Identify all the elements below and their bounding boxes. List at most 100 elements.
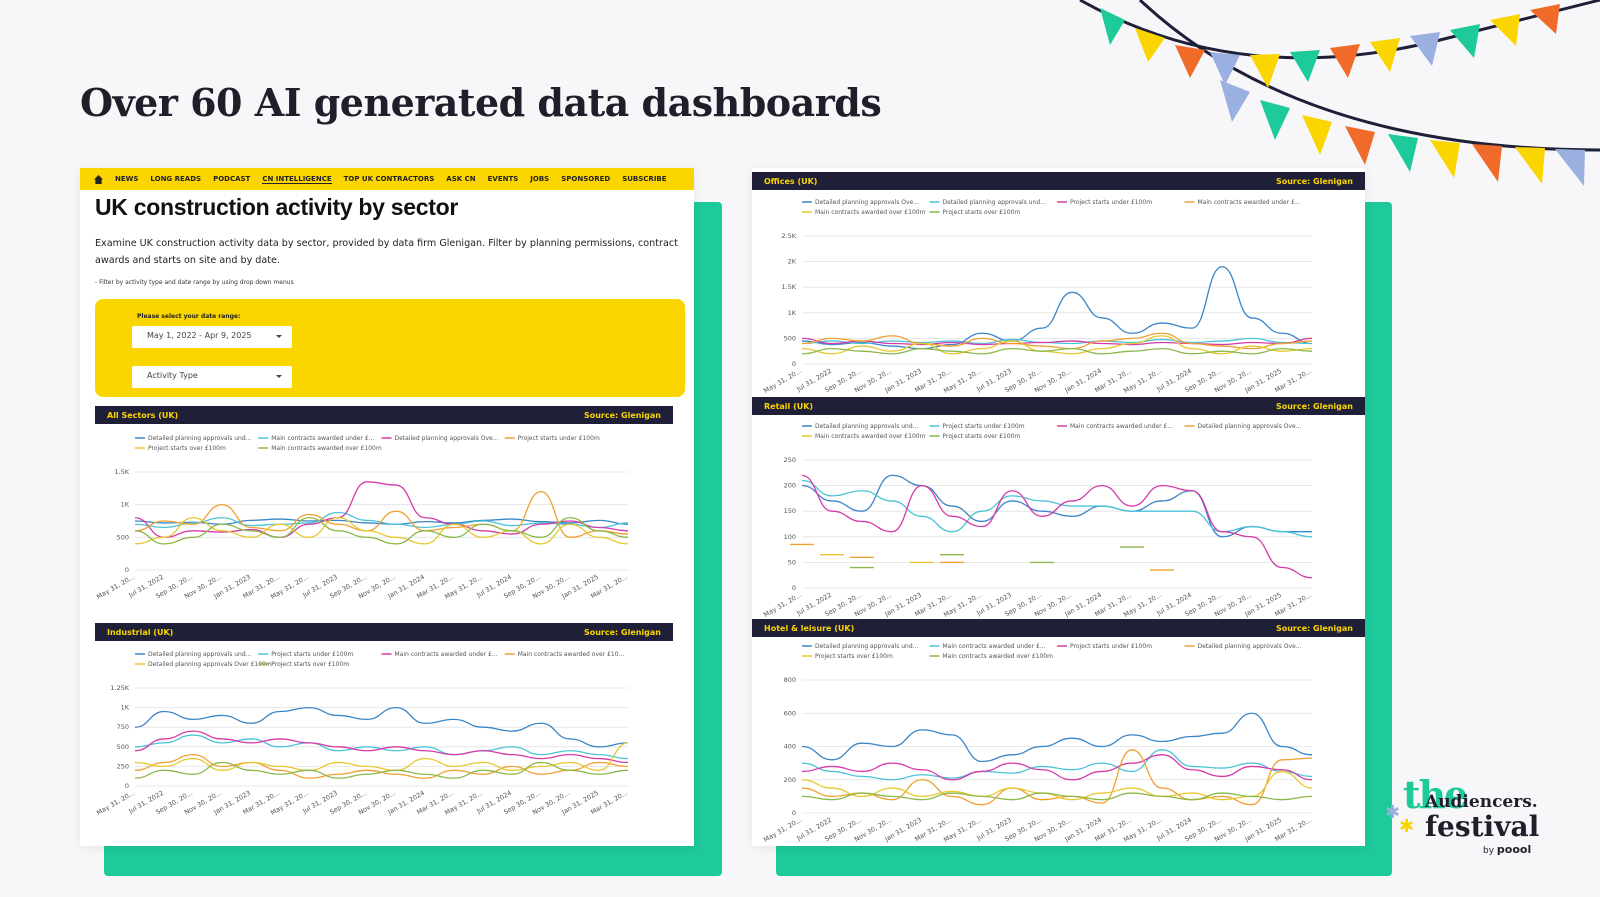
legend-label: Detailed planning approvals Ove... [1198, 423, 1302, 430]
nav-item-sponsored[interactable]: SPONSORED [561, 175, 611, 183]
y-tick-label: 0 [792, 360, 796, 368]
series-line[interactable] [801, 792, 1313, 801]
activity-type-placeholder: Activity Type [147, 371, 198, 380]
series-line[interactable] [801, 337, 1313, 346]
legend-item[interactable]: Project starts over £100m [929, 209, 1021, 216]
legend-label: Detailed planning approvals und... [943, 199, 1046, 206]
series-line[interactable] [134, 517, 629, 545]
legend-item[interactable]: Main contracts awarded under £... [258, 435, 374, 442]
page-description: Examine UK construction activity data by… [95, 238, 678, 266]
logo-festival: festival [1425, 810, 1540, 843]
series-line[interactable] [801, 474, 1313, 579]
legend-item[interactable]: Main contracts awarded over £100m [802, 433, 926, 440]
legend-item[interactable]: Main contracts awarded under £... [1057, 423, 1173, 430]
legend-item[interactable]: Project starts under £100m [1057, 199, 1152, 206]
nav-item-news[interactable]: NEWS [115, 175, 139, 183]
legend-item[interactable]: Detailed planning approvals und... [929, 199, 1046, 206]
page-title: UK construction activity by sector [95, 194, 459, 220]
series-line[interactable] [134, 490, 629, 538]
date-range-label: Please select your date range: [137, 313, 241, 320]
chevron-down-icon [276, 335, 282, 338]
series-line[interactable] [801, 337, 1313, 345]
series-line[interactable] [134, 517, 629, 545]
y-tick-label: 500 [784, 334, 796, 342]
legend-item[interactable]: Project starts under £100m [258, 651, 353, 658]
series-line[interactable] [134, 706, 629, 748]
chart-industrial: Detailed planning approvals und... Projec… [95, 651, 629, 816]
series-line[interactable] [801, 474, 1312, 538]
nav-item-subscribe[interactable]: SUBSCRIBE [622, 175, 667, 183]
y-tick-label: 1K [121, 704, 130, 712]
chart-title: Hotel & leisure (UK) [764, 623, 855, 633]
chart-title: Industrial (UK) [107, 627, 174, 637]
chart-source: Source: Glenigan [1275, 623, 1353, 633]
legend-item[interactable]: Project starts under £100m [929, 423, 1025, 430]
series-line[interactable] [801, 266, 1313, 350]
chart-header-offices: Offices (UK) Source: Glenigan [752, 172, 1365, 190]
legend-item[interactable]: Main contracts awarded over £100m [802, 209, 926, 216]
nav-item-top-uk-contractors[interactable]: TOP UK CONTRACTORS [343, 175, 435, 183]
y-tick-label: 200 [784, 482, 796, 490]
site-navbar: NEWS LONG READS PODCAST CN INTELLIGENCE … [80, 168, 694, 190]
series-line[interactable] [801, 335, 1313, 355]
chart-title: Retail (UK) [764, 401, 814, 411]
legend-item[interactable]: Project starts over £100m [135, 445, 226, 452]
y-tick-label: 150 [784, 507, 796, 515]
legend-item[interactable]: Detailed planning approvals Ove... [802, 199, 919, 206]
audiencers-festival-logo: ✱ ✱ the Audiencers. festival by poool [1385, 772, 1565, 882]
series-line[interactable] [134, 481, 629, 538]
legend-item[interactable]: Detailed planning approvals und... [802, 643, 918, 650]
legend-item[interactable]: Project starts under £100m [504, 435, 600, 442]
nav-item-jobs[interactable]: JOBS [530, 175, 550, 183]
legend-item[interactable]: Main contracts awarded under £... [381, 651, 498, 658]
nav-item-events[interactable]: EVENTS [487, 175, 519, 183]
legend-item[interactable]: Detailed planning approvals und... [135, 435, 251, 442]
legend-label: Project starts over £100m [271, 661, 349, 668]
series-line[interactable] [134, 761, 629, 779]
legend-label: Project starts over £100m [943, 209, 1021, 216]
nav-item-podcast[interactable]: PODCAST [213, 175, 251, 183]
y-tick-label: 600 [784, 709, 796, 717]
legend-item[interactable]: Project starts over £100m [258, 661, 349, 668]
legend-item[interactable]: Main contracts awarded over £100m [258, 445, 382, 452]
chart-hotel-leisure: Detailed planning approvals und... Main c… [762, 643, 1313, 843]
nav-item-cn-intelligence[interactable]: CN INTELLIGENCE [262, 174, 332, 184]
legend-item[interactable]: Project starts over £100m [929, 433, 1021, 440]
legend-item[interactable]: Main contracts awarded under £... [1184, 199, 1301, 206]
series-line[interactable] [801, 749, 1313, 781]
legend-item[interactable]: Main contracts awarded under £... [929, 643, 1046, 650]
series-line[interactable] [134, 511, 629, 529]
star-icon: ✱ [1385, 802, 1401, 823]
series-line[interactable] [801, 347, 1313, 355]
legend-item[interactable]: Detailed planning approvals und... [802, 423, 918, 430]
date-range-select[interactable]: May 1, 2022 - Apr 9, 2025 [132, 326, 292, 348]
y-tick-label: 1.5K [781, 283, 796, 291]
legend-item[interactable]: Detailed planning approvals und... [135, 651, 251, 658]
nav-item-long-reads[interactable]: LONG READS [150, 175, 202, 183]
legend-item[interactable]: Detailed planning approvals Ove... [1184, 643, 1302, 650]
y-tick-label: 50 [788, 558, 796, 566]
series-line[interactable] [801, 770, 1313, 801]
home-icon[interactable] [94, 174, 103, 184]
y-tick-label: 0 [792, 809, 796, 817]
legend-item[interactable]: Project starts under £100m [1057, 643, 1152, 650]
legend-item[interactable]: Detailed planning approvals Ove... [1184, 423, 1302, 430]
series-line[interactable] [134, 742, 629, 771]
activity-type-select[interactable]: Activity Type [132, 366, 292, 388]
series-line[interactable] [801, 332, 1313, 350]
logo-audiencers: Audiencers. [1425, 792, 1538, 812]
chart-title: All Sectors (UK) [107, 410, 179, 420]
series-line[interactable] [134, 730, 629, 764]
nav-item-ask-cn[interactable]: ASK CN [446, 175, 476, 183]
series-line[interactable] [801, 712, 1313, 763]
filter-note: - Filter by activity type and date range… [95, 279, 294, 286]
legend-item[interactable]: Main contracts awarded over £10... [504, 651, 625, 658]
legend-item[interactable]: Main contracts awarded over £100m [929, 653, 1054, 660]
series-line[interactable] [801, 754, 1313, 781]
legend-item[interactable]: Detailed planning approvals Over £100m [135, 661, 272, 668]
legend-item[interactable]: Detailed planning approvals Ove... [381, 435, 499, 442]
series-line[interactable] [801, 749, 1313, 806]
legend-item[interactable]: Project starts over £100m [802, 653, 893, 660]
legend-label: Main contracts awarded over £100m [943, 653, 1054, 660]
legend-label: Main contracts awarded over £100m [815, 433, 926, 440]
